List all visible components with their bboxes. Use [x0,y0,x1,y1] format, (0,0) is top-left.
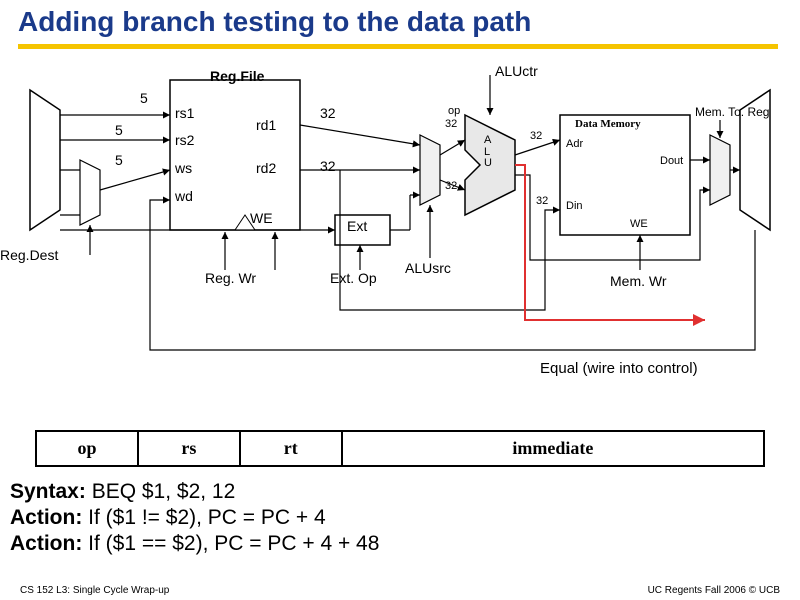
syntax-line-1: Action: If ($1 != $2), PC = PC + 4 [10,506,326,530]
fmt-imm: immediate [342,431,764,466]
rs1-label: rs1 [175,105,194,121]
memwr-label: Mem. Wr [610,273,667,289]
we-label: WE [250,210,273,226]
slide-title: Adding branch testing to the data path [18,6,531,38]
syntax-line-2: Action: If ($1 == $2), PC = PC + 4 + 48 [10,532,379,556]
memtoreg-mux-icon [710,135,730,205]
alu-label: A L U [484,135,492,170]
bw-rs1: 5 [140,90,148,106]
bw-din: 32 [536,195,548,207]
extop-label: Ext. Op [330,270,377,286]
equal-label: Equal (wire into control) [540,360,698,377]
dmem-dout: Dout [660,155,683,167]
bw-ws: 5 [115,152,123,168]
alusrc-mux-icon [420,135,440,205]
regfile-block [170,80,300,230]
bw-alu-b: 32 [445,180,457,192]
rs2-label: rs2 [175,132,194,148]
dmem-adr: Adr [566,138,583,150]
regdest-mux-icon [80,160,100,225]
footer-right: UC Regents Fall 2006 © UCB [648,585,780,596]
dmem-we: WE [630,218,648,230]
datapath-diagram: Reg.File rs1 rs2 ws wd rd1 rd2 WE 5 5 5 … [0,60,800,390]
datamemory-block [560,115,690,235]
aluctr-label: ALUctr [495,63,538,79]
fmt-rt: rt [240,431,342,466]
ws-label: ws [175,160,192,176]
regwr-label: Reg. Wr [205,270,256,286]
dmem-din: Din [566,200,583,212]
diagram-svg [0,60,800,390]
dmem-label: Data Memory [575,118,641,130]
bw-rd2: 32 [320,158,336,174]
rd2-label: rd2 [256,160,276,176]
input-trap-icon [30,90,60,230]
regfile-label: Reg.File [210,68,264,84]
title-underline [18,44,778,49]
syntax-line-0: Syntax: BEQ $1, $2, 12 [10,480,235,504]
footer-left: CS 152 L3: Single Cycle Wrap-up [20,585,169,596]
fmt-op: op [36,431,138,466]
bw-alu-out: 32 [530,130,542,142]
fmt-rs: rs [138,431,240,466]
wd-label: wd [175,188,193,204]
bw-alu-a: 32 [445,118,457,130]
alusrc-label: ALUsrc [405,260,451,276]
ext-label: Ext [347,218,367,234]
bw-rs2: 5 [115,122,123,138]
bw-rd1: 32 [320,105,336,121]
regdest-label: Reg.Dest [0,247,58,263]
instruction-format-table: op rs rt immediate [35,430,765,467]
op-label: op [448,105,460,117]
rd1-label: rd1 [256,117,276,133]
memtoreg-label: Mem. To. Reg [695,105,769,119]
